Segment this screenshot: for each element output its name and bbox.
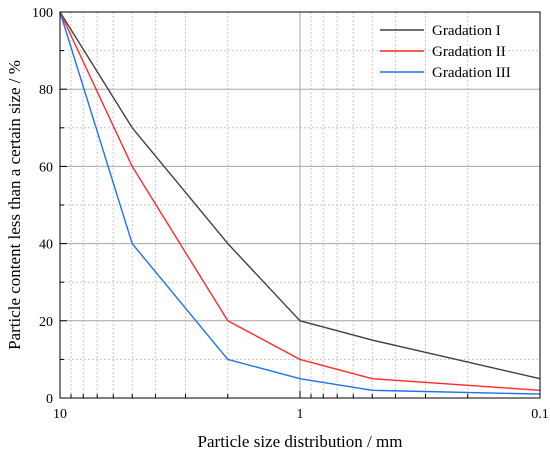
legend-label-3: Gradation III <box>432 65 511 81</box>
legend-label-1: Gradation I <box>432 23 501 39</box>
tick-layer <box>59 11 541 399</box>
legend: Gradation I Gradation II Gradation III <box>380 23 511 81</box>
y-tick-label: 40 <box>39 238 53 253</box>
series-line-3 <box>59 11 541 395</box>
y-axis-title: Particle content less than a certain siz… <box>5 60 24 350</box>
x-axis-title: Particle size distribution / mm <box>198 432 403 451</box>
y-tick-label: 80 <box>39 83 53 98</box>
x-tick-label: 0.1 <box>531 407 549 422</box>
y-tick-label: 0 <box>46 392 53 407</box>
x-tick-label: 10 <box>53 407 67 422</box>
y-tick-label: 60 <box>39 160 53 175</box>
y-tick-label: 100 <box>32 6 53 21</box>
x-tick-label: 1 <box>297 407 304 422</box>
series-line-2 <box>59 11 541 391</box>
legend-label-2: Gradation II <box>432 44 506 60</box>
tick-label-layer: 0 20 40 60 80 100 10 1 0.1 <box>32 6 549 422</box>
grid-layer <box>60 12 540 398</box>
y-tick-label: 20 <box>39 315 53 330</box>
series-layer <box>59 11 541 395</box>
series-line-1 <box>59 11 541 380</box>
